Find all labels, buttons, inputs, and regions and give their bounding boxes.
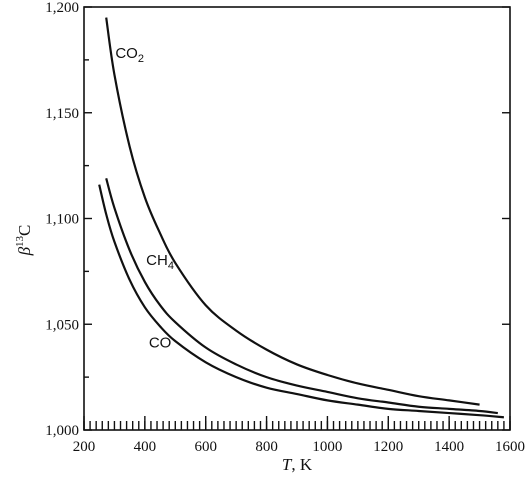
x-axis-title-symbol: T	[282, 455, 293, 474]
x-tick-label: 1200	[373, 439, 403, 455]
x-tick-label: 800	[255, 439, 278, 455]
y-axis-title: β13C	[14, 225, 34, 257]
major-ticks	[83, 6, 511, 431]
series-line-ch4	[105, 178, 498, 415]
y-tick-labels: 1,000 1,050 1,100 1,150 1,200	[45, 0, 79, 439]
y-axis-title-element: C	[15, 225, 34, 236]
series-labels: CO2 CH4 CO	[115, 45, 174, 352]
y-tick-label: 1,000	[45, 423, 79, 439]
y-tick-label: 1,050	[45, 317, 79, 333]
series-line-co2	[105, 17, 480, 406]
x-tick-label: 1600	[495, 439, 525, 455]
series-label-co2: CO2	[115, 45, 144, 65]
y-axis-title-symbol: β	[15, 246, 34, 256]
x-axis-title-unit: , K	[291, 455, 313, 474]
x-tick-label: 1000	[312, 439, 342, 455]
x-tick-label: 200	[73, 439, 96, 455]
minor-ticks	[83, 421, 511, 430]
x-tick-label: 1400	[434, 439, 464, 455]
plot-frame	[83, 6, 511, 431]
series-lines	[98, 17, 505, 419]
series-line-co	[98, 184, 505, 419]
x-tick-label: 400	[134, 439, 157, 455]
series-label-ch4: CH4	[146, 252, 174, 272]
x-tick-label: 600	[194, 439, 217, 455]
y-tick-label: 1,100	[45, 212, 79, 228]
y-axis-title-superscript: 13	[14, 235, 26, 247]
x-axis-title: T, K	[282, 455, 313, 474]
x-tick-labels: 200 400 600 800 1000 1200 1400 1600	[73, 439, 525, 455]
y-tick-label: 1,150	[45, 106, 79, 122]
series-label-co: CO	[149, 335, 172, 352]
y-tick-label: 1,200	[45, 0, 79, 16]
